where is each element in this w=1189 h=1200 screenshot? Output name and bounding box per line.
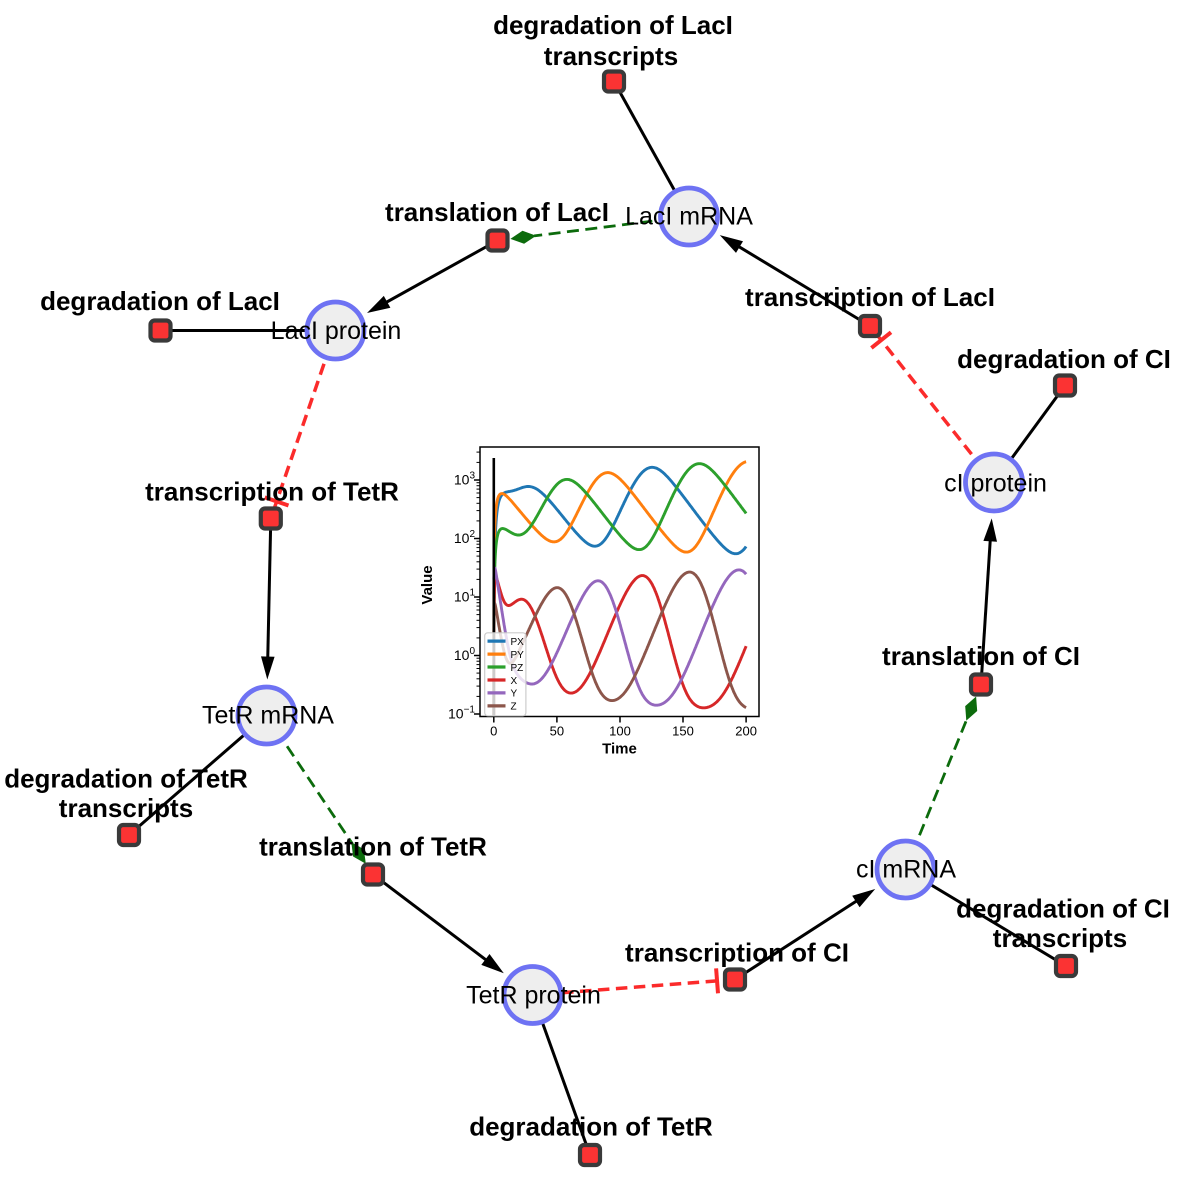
svg-text:0: 0 <box>490 724 497 739</box>
svg-text:cI mRNA: cI mRNA <box>856 856 956 884</box>
svg-text:transcription of CI: transcription of CI <box>625 938 849 968</box>
svg-text:degradation of LacI: degradation of LacI <box>40 286 280 316</box>
svg-text:transcription of TetR: transcription of TetR <box>145 477 399 507</box>
svg-text:Value: Value <box>419 565 436 604</box>
svg-text:transcripts: transcripts <box>993 923 1127 953</box>
svg-text:Time: Time <box>602 741 637 758</box>
svg-text:200: 200 <box>735 724 757 739</box>
svg-text:degradation of TetR: degradation of TetR <box>469 1112 713 1142</box>
svg-text:LacI protein: LacI protein <box>271 317 402 345</box>
svg-text:degradation of CI: degradation of CI <box>956 894 1170 924</box>
svg-text:translation of LacI: translation of LacI <box>385 197 609 227</box>
svg-text:translation of CI: translation of CI <box>882 641 1080 671</box>
svg-text:degradation of CI: degradation of CI <box>957 344 1171 374</box>
svg-text:degradation of LacI: degradation of LacI <box>493 10 733 40</box>
svg-text:PZ: PZ <box>511 663 524 674</box>
svg-text:transcription of LacI: transcription of LacI <box>745 282 995 312</box>
svg-text:translation of TetR: translation of TetR <box>259 832 487 862</box>
svg-text:TetR protein: TetR protein <box>466 982 601 1010</box>
svg-text:Y: Y <box>511 689 518 700</box>
svg-text:TetR mRNA: TetR mRNA <box>202 702 334 730</box>
svg-text:X: X <box>511 676 518 687</box>
svg-text:cI protein: cI protein <box>944 470 1047 498</box>
svg-text:transcripts: transcripts <box>544 41 678 71</box>
svg-text:PY: PY <box>511 650 525 661</box>
svg-text:PX: PX <box>511 637 525 648</box>
svg-text:transcripts: transcripts <box>59 793 193 823</box>
svg-text:Z: Z <box>511 702 517 713</box>
svg-text:150: 150 <box>672 724 694 739</box>
svg-text:100: 100 <box>609 724 631 739</box>
svg-text:LacI mRNA: LacI mRNA <box>625 203 753 231</box>
svg-text:50: 50 <box>550 724 564 739</box>
svg-text:degradation of TetR: degradation of TetR <box>4 764 248 794</box>
